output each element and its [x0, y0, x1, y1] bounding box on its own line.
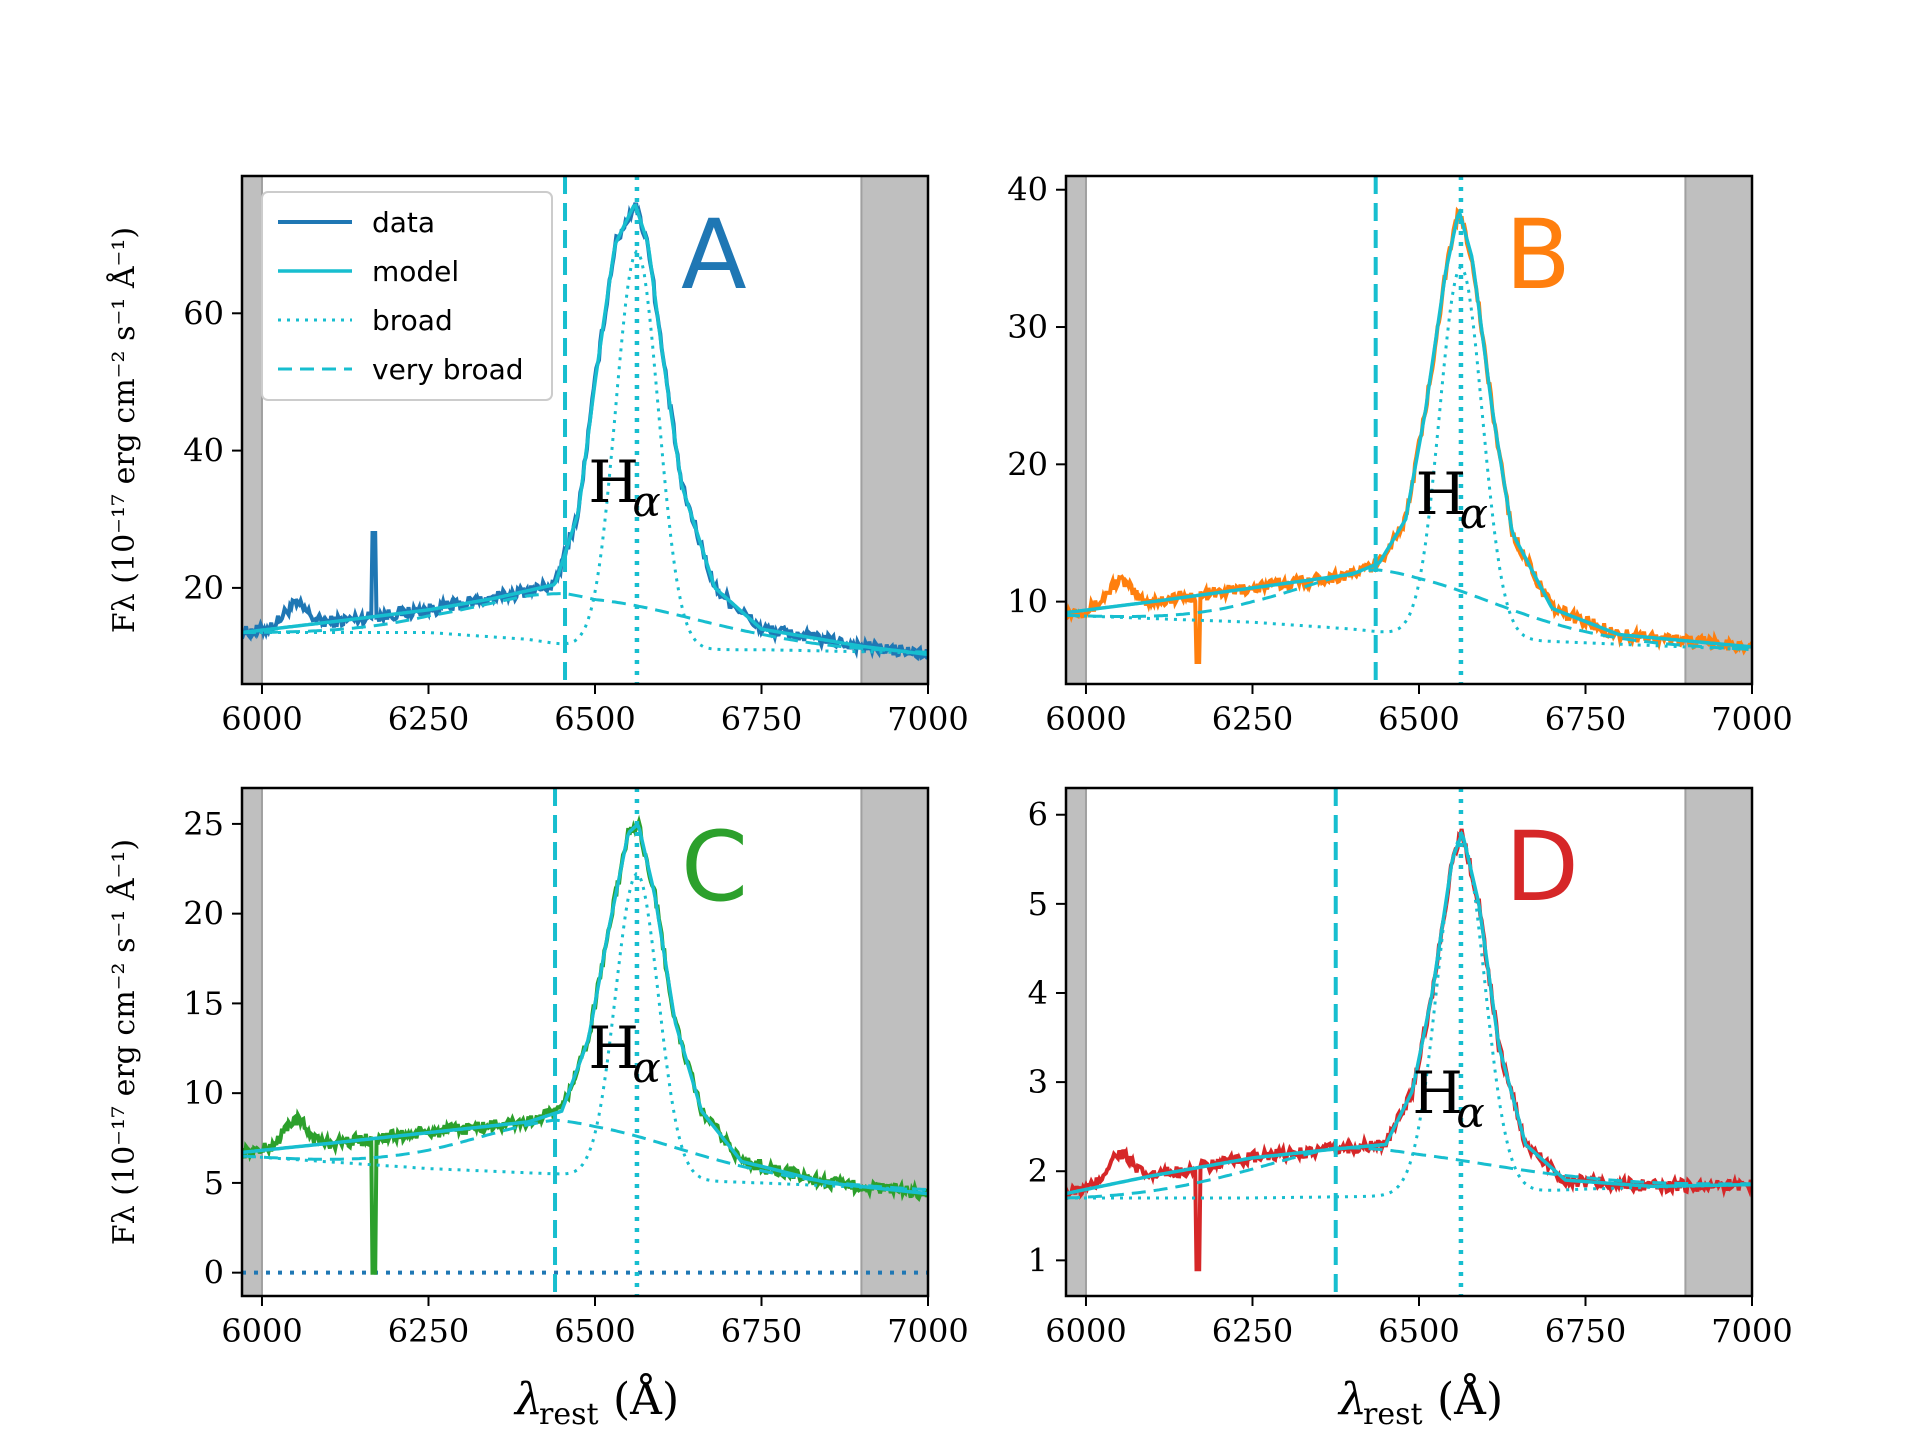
line-label: H — [1412, 1059, 1463, 1127]
x-tick-label: 6750 — [721, 700, 802, 738]
y-axis-title: Fλ (10⁻¹⁷ erg cm⁻² s⁻¹ Å⁻¹) — [106, 227, 142, 633]
line-label-sub: α — [632, 477, 660, 526]
x-tick-label: 7000 — [887, 1312, 968, 1350]
very-broad-line — [242, 592, 927, 654]
y-tick-label: 2 — [1028, 1152, 1048, 1190]
y-tick-label: 30 — [1007, 308, 1048, 346]
axes-frame — [240, 786, 930, 1298]
shaded-region — [1685, 788, 1752, 1296]
model-line — [1066, 829, 1752, 1196]
x-tick-label: 6500 — [554, 700, 635, 738]
y-tick-label: 20 — [183, 895, 224, 933]
y-tick-label: 5 — [1028, 885, 1048, 923]
axes-frame — [240, 174, 930, 686]
x-tick-label: 6750 — [721, 1312, 802, 1350]
x-tick-label: 6000 — [1045, 1312, 1126, 1350]
x-axis-title-sub: rest — [539, 1397, 599, 1432]
shaded-region — [242, 176, 262, 684]
y-tick-label: 10 — [183, 1074, 224, 1112]
legend-item-label: broad — [372, 304, 453, 337]
very-broad-line — [1066, 568, 1751, 651]
x-axis-title: λ — [513, 1374, 543, 1425]
legend: data model broad very broad — [261, 191, 553, 401]
x-tick-label: 6500 — [554, 1312, 635, 1350]
shaded-region — [242, 788, 262, 1296]
line-label: H — [588, 1014, 639, 1082]
line-label: H — [1416, 460, 1467, 528]
legend-item-label: model — [372, 255, 459, 288]
line-label-sub: α — [1456, 1088, 1484, 1137]
model-line — [242, 203, 928, 657]
x-tick-label: 6250 — [388, 1312, 469, 1350]
line-label-sub: α — [632, 1043, 660, 1092]
x-tick-label: 6500 — [1378, 1312, 1459, 1350]
x-tick-label: 6250 — [1212, 1312, 1293, 1350]
plot-area — [242, 176, 928, 684]
shaded-region — [861, 176, 928, 684]
y-tick-label: 60 — [183, 294, 224, 332]
axes-frame — [1064, 174, 1754, 686]
y-tick-label: 20 — [183, 569, 224, 607]
y-tick-label: 3 — [1028, 1063, 1048, 1101]
panel-letter: D — [1505, 811, 1579, 923]
y-tick-label: 40 — [1007, 171, 1048, 209]
x-tick-label: 6250 — [388, 700, 469, 738]
y-tick-label: 1 — [1028, 1241, 1048, 1279]
x-tick-label: 6750 — [1545, 1312, 1626, 1350]
legend-item-label: data — [372, 206, 435, 239]
y-tick-label: 6 — [1028, 796, 1048, 834]
x-tick-label: 6750 — [1545, 700, 1626, 738]
x-tick-label: 6500 — [1378, 700, 1459, 738]
legend-item-label: very broad — [372, 353, 524, 386]
plot-area — [242, 788, 928, 1296]
model-line — [1066, 207, 1752, 649]
very-broad-line — [242, 1118, 927, 1192]
broad-line — [1066, 836, 1751, 1200]
panel-A: 6000 6250 6500 6750 7000 20 40 60 A Hα Fλ (10⁻¹⁷ e… — [106, 174, 969, 738]
plot-area — [1066, 788, 1752, 1296]
panel-C: 6000 6250 6500 6750 7000 0 5 10 15 20 25 C Hα Fλ (10⁻… — [106, 786, 969, 1432]
shaded-region — [861, 788, 928, 1296]
y-tick-label: 0 — [204, 1254, 224, 1292]
y-tick-label: 40 — [183, 432, 224, 470]
data-line — [1066, 206, 1752, 664]
very-broad-line — [1066, 1146, 1751, 1200]
line-label-sub: α — [1460, 489, 1488, 538]
panel-letter: C — [681, 811, 748, 923]
y-tick-label: 25 — [183, 805, 224, 843]
y-axis-title: Fλ (10⁻¹⁷ erg cm⁻² s⁻¹ Å⁻¹) — [106, 839, 142, 1245]
x-axis-title: λ — [1337, 1374, 1367, 1425]
y-tick-label: 4 — [1028, 974, 1048, 1012]
line-label: H — [588, 448, 639, 516]
x-tick-label: 6250 — [1212, 700, 1293, 738]
x-tick-label: 7000 — [887, 700, 968, 738]
axes-frame — [1064, 786, 1754, 1298]
y-tick-label: 15 — [183, 984, 224, 1022]
y-tick-label: 10 — [1007, 583, 1048, 621]
x-axis-title-unit: (Å) — [613, 1372, 679, 1425]
shaded-region — [1685, 176, 1752, 684]
x-tick-label: 7000 — [1711, 700, 1792, 738]
data-line — [1066, 828, 1752, 1272]
x-tick-label: 6000 — [221, 1312, 302, 1350]
plot-area — [1066, 176, 1752, 684]
x-axis-title-sub: rest — [1363, 1397, 1423, 1432]
panel-B: 6000 6250 6500 6750 7000 10 20 30 40 B Hα — [1007, 171, 1792, 738]
x-tick-label: 6000 — [1045, 700, 1126, 738]
y-tick-label: 5 — [204, 1164, 224, 1202]
x-axis-title-unit: (Å) — [1437, 1372, 1503, 1425]
x-tick-label: 7000 — [1711, 1312, 1792, 1350]
panel-letter: B — [1505, 199, 1571, 311]
legend-box — [261, 191, 553, 401]
shaded-region — [1066, 176, 1086, 684]
broad-line — [1066, 265, 1751, 652]
x-tick-label: 6000 — [221, 700, 302, 738]
panel-letter: A — [681, 199, 747, 311]
shaded-region — [1066, 788, 1086, 1296]
y-tick-label: 20 — [1007, 445, 1048, 483]
